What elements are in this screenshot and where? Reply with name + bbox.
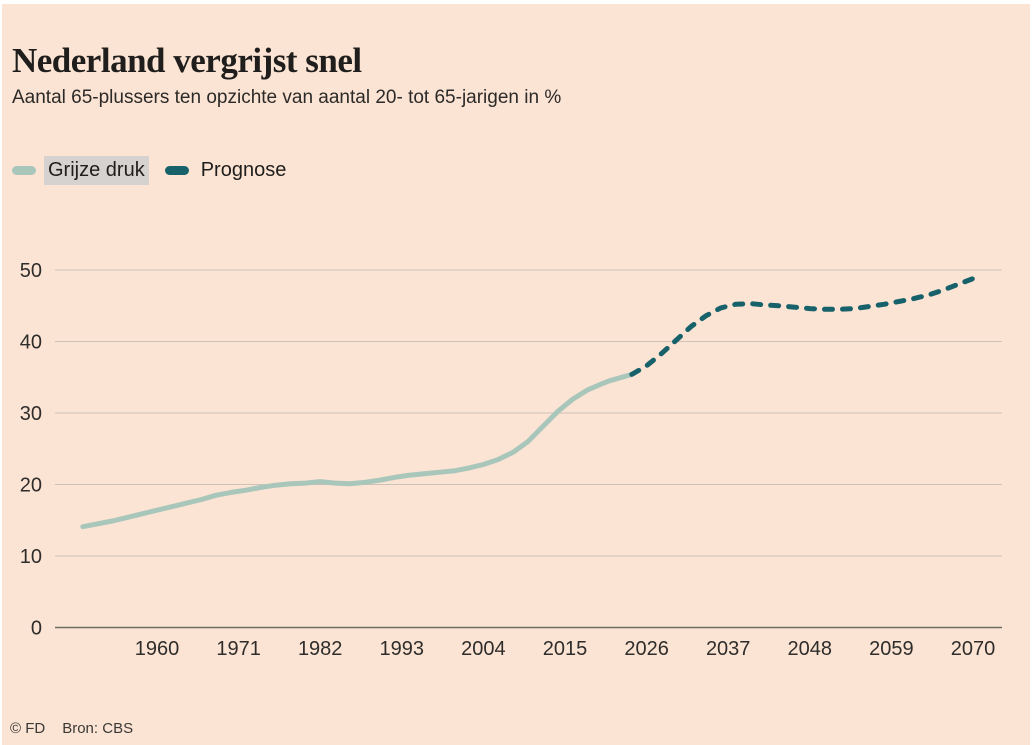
legend-label-grijze-druk: Grijze druk [44,156,149,185]
y-axis-tick-label: 20 [20,475,42,497]
legend-item-grijze-druk[interactable]: Grijze druk [12,156,149,185]
x-axis-tick-label: 2015 [543,638,588,660]
grijze-druk-swatch-icon [12,166,36,175]
x-axis-tick-label: 2070 [951,638,996,660]
legend-label-prognose: Prognose [200,159,287,181]
y-axis-tick-label: 50 [20,260,42,282]
legend-item-prognose[interactable]: Prognose [164,156,291,185]
page-title: Nederland vergrijst snel [12,41,362,81]
prognose-swatch-icon [164,166,189,175]
x-axis-tick-label: 1971 [216,638,261,660]
x-axis-tick-label: 1960 [135,638,180,660]
x-axis-tick-label: 2004 [461,638,506,660]
x-axis-tick-label: 2059 [869,638,914,660]
x-axis-tick-label: 1982 [298,638,343,660]
y-axis-tick-label: 30 [20,403,42,425]
y-axis-tick-label: 0 [31,618,42,640]
x-axis-tick-label: 2026 [624,638,669,660]
y-axis-tick-label: 10 [20,546,42,568]
source-credit: Bron: CBS [62,720,134,737]
x-axis-tick-label: 2048 [788,638,833,660]
chart-footer: © FD Bron: CBS [10,720,133,737]
x-axis-tick-label: 2037 [706,638,751,660]
chart-subtitle: Aantal 65-plussers ten opzichte van aant… [12,87,562,108]
x-axis-tick-label: 1993 [380,638,425,660]
chart-panel [2,4,1030,745]
history-line-series [80,371,635,530]
copyright-credit: © FD [10,720,46,737]
forecast-line-series [629,276,976,377]
y-axis-tick-label: 40 [20,332,42,354]
legend: Grijze druk Prognose [12,156,290,185]
